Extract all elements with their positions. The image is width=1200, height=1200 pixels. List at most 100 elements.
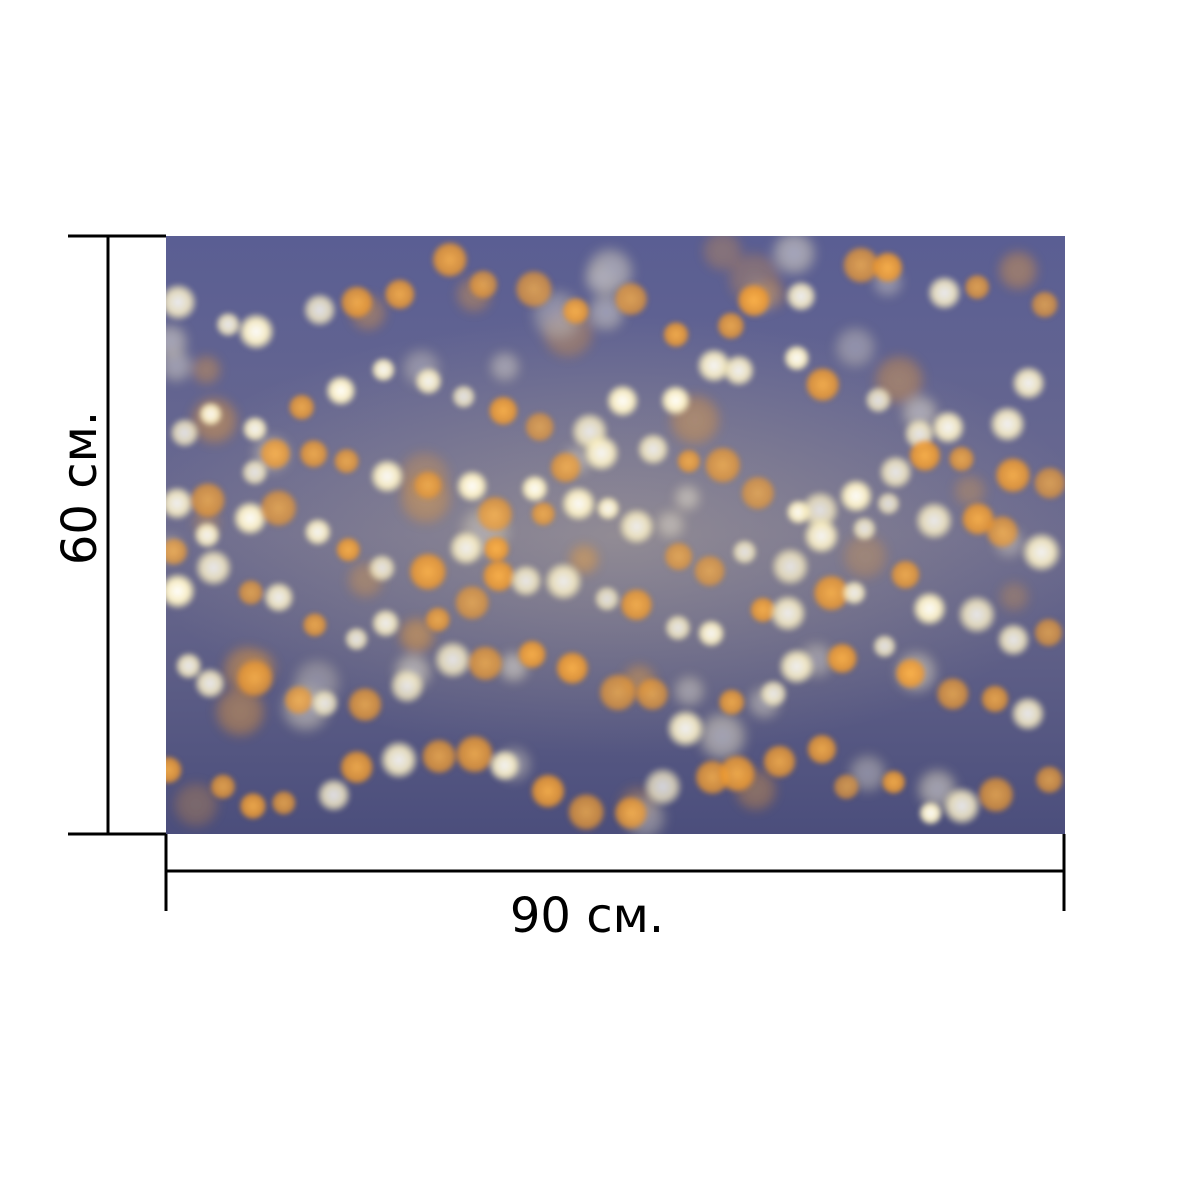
bokeh-light-warm [413,470,443,500]
bokeh-light-warm [259,488,298,528]
bokeh-light-cool [636,432,670,466]
bokeh-light-cool [310,689,340,718]
bokeh-light-warm [333,447,360,475]
bokeh-light-warm [431,241,469,279]
bokeh-light-warm [964,274,991,301]
bokeh-light-cool [455,469,489,503]
bokeh-light-far [695,709,749,764]
bokeh-light-cool [864,386,893,414]
bokeh-light-warm [1033,617,1064,648]
bokeh-light-warm [613,795,648,831]
bokeh-light-cool [778,648,815,685]
bokeh-light-cool [957,595,997,635]
bokeh-light-cool [544,561,583,601]
bokeh-light-cool [878,455,913,490]
bokeh-light-far [701,236,744,273]
bokeh-light-cool [240,458,269,487]
bokeh-light-far [952,473,988,509]
bokeh-light-cool [325,374,357,407]
bokeh-light-cool [918,800,943,826]
bokeh-light-warm [1030,290,1059,319]
bokeh-light-cool [872,633,897,659]
bokeh-light-cool [696,619,726,648]
bokeh-light-cool [509,564,543,598]
bokeh-light-far [672,674,707,709]
bokeh-light-warm [718,688,746,716]
bokeh-light-warm [517,639,547,670]
bokeh-light-cool [369,458,405,494]
bokeh-light-cool [303,517,333,547]
bokeh-light-cool [930,410,966,445]
bokeh-light-warm [237,579,265,606]
bokeh-light-cool [605,384,640,418]
bokeh-light-warm [549,451,582,484]
bokeh-light-cool [731,538,758,566]
bokeh-light-warm [408,552,448,592]
bokeh-light-warm [1033,466,1065,500]
bokeh-light-cool [696,347,732,384]
bokeh-light-warm [663,541,694,572]
bokeh-light-cool [582,434,620,472]
bokeh-light-warm [209,773,237,800]
bokeh-light-cool [169,417,200,448]
bokeh-light-cool [166,283,198,322]
bokeh-light-cool [595,496,621,521]
bokeh-light-cool [841,580,867,606]
bokeh-light-warm [994,456,1032,494]
bokeh-light-warm [166,755,183,785]
bokeh-light-warm [166,537,189,566]
bokeh-light-cool [370,357,396,383]
bokeh-light-cool [451,384,477,410]
bokeh-light-warm [894,657,927,690]
bokeh-light-cool [433,640,473,679]
bokeh-light-cool [996,622,1031,657]
bokeh-light-warm [488,395,519,427]
bokeh-light-cool [241,415,269,443]
bokeh-light-warm [424,606,451,633]
bokeh-light-cool [1011,365,1046,401]
height-label: 60 см. [52,410,108,566]
bokeh-light-warm [871,251,904,284]
bokeh-light-warm [339,749,375,785]
bokeh-light-warm [454,584,491,621]
bokeh-light-warm [841,246,881,285]
bokeh-light-warm [890,559,921,590]
bokeh-light-warm [259,437,292,470]
bokeh-light-cool [194,548,233,587]
bokeh-light-warm [980,684,1010,714]
bokeh-light-far [996,249,1040,292]
bokeh-light-cool [488,749,521,782]
bokeh-light-warm [948,445,975,473]
bokeh-light-cool [316,777,351,813]
width-label: 90 см. [509,888,665,944]
bokeh-light-warm [339,285,374,320]
bokeh-light-warm [298,439,329,469]
bokeh-light-warm [881,769,907,795]
bokeh-light-cool [379,740,419,780]
bokeh-light-cool [927,275,962,311]
bokeh-light-warm [826,642,859,675]
bokeh-light-warm [908,438,942,473]
bokeh-light-cool [367,553,397,583]
bokeh-light-cool [262,581,295,614]
bokeh-light-warm [676,448,702,474]
bokeh-light-far [998,580,1031,613]
bokeh-light-warm [530,773,566,809]
bokeh-light-warm [740,475,776,511]
bokeh-light-warm [555,651,590,686]
bokeh-light-warm [716,311,746,340]
bokeh-light-warm [812,574,851,612]
bokeh-light-cool [166,486,195,521]
bokeh-light-warm [635,677,670,712]
bokeh-light-cool [198,401,223,427]
bokeh-light-cool [174,652,203,680]
bokeh-light-warm [239,792,267,820]
bokeh-light-warm [514,269,554,309]
bokeh-light-far [213,685,267,739]
bokeh-light-cool [643,767,683,807]
bokeh-image-canvas [166,236,1065,834]
bokeh-light-warm [476,495,514,533]
bokeh-light-warm [421,738,458,775]
bokeh-light-cool [664,613,692,642]
bokeh-light-cool [389,668,425,704]
